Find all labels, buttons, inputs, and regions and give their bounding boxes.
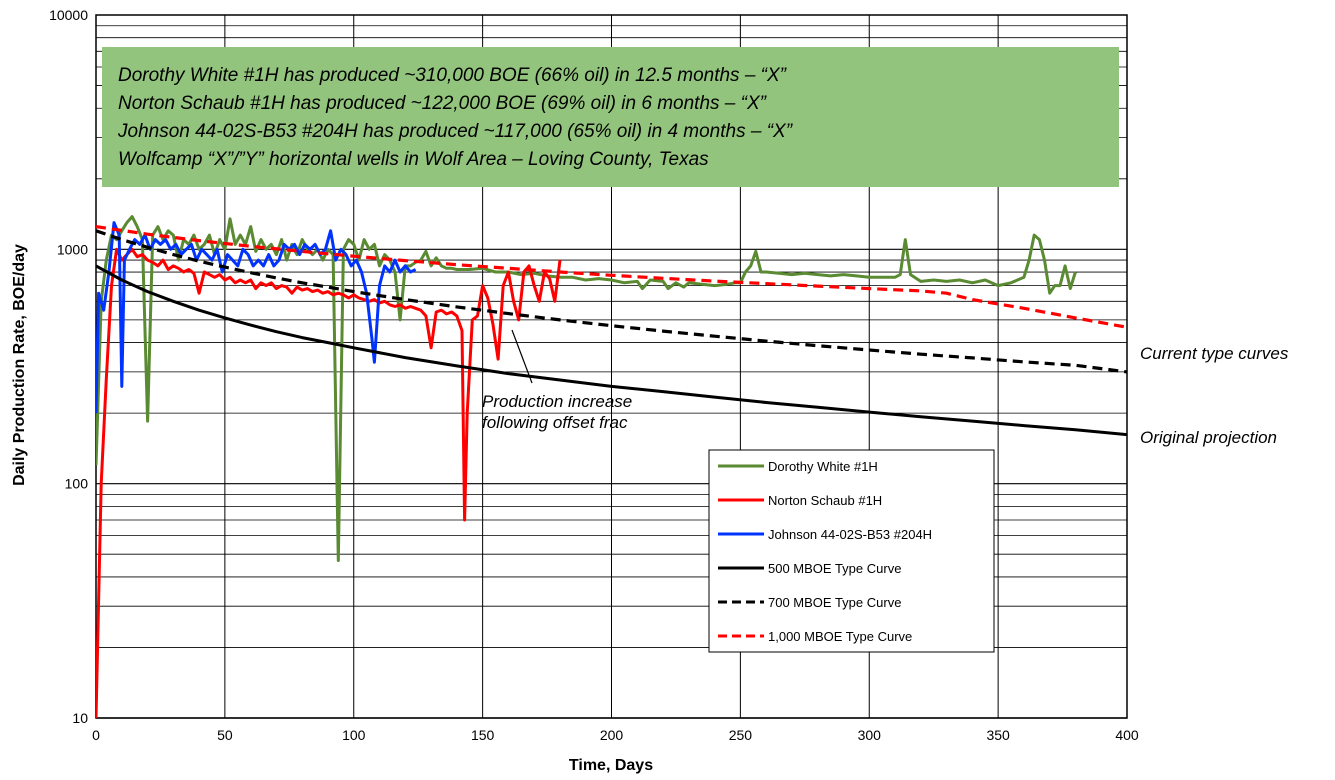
y-tick-label: 1000: [57, 241, 88, 257]
series-line-1-000-mboe-type-curve: [96, 225, 1127, 329]
x-tick-label: 150: [471, 727, 495, 743]
legend-box: [708, 449, 995, 653]
legend-label: Dorothy White #1H: [768, 459, 878, 474]
info-line-4: Wolfcamp “X”/”Y” horizontal wells in Wol…: [118, 149, 709, 170]
x-tick-label: 200: [600, 727, 624, 743]
x-tick-label: 0: [92, 727, 100, 743]
axis-ticks: 0 50 100 150 200 250 300 350 400 10 100 1000 10000: [49, 7, 1139, 743]
legend-label: 1,000 MBOE Type Curve: [768, 629, 912, 644]
annotation-offset-frac-line-2: following offset frac: [482, 413, 628, 432]
info-box: Dorothy White #1H has produced ~310,000 …: [102, 47, 1119, 187]
legend-label: 700 MBOE Type Curve: [768, 595, 901, 610]
y-tick-label: 10000: [49, 7, 88, 23]
x-tick-label: 350: [986, 727, 1010, 743]
series-line-norton-schaub-1h: [96, 247, 562, 718]
series-line-500-mboe-type-curve: [96, 264, 1127, 437]
annotation-original-projection: Original projection: [1140, 428, 1277, 447]
info-line-1: Dorothy White #1H has produced ~310,000 …: [118, 65, 788, 86]
info-box-background: [102, 47, 1119, 187]
annotation-pointer: [511, 329, 533, 384]
y-tick-label: 100: [65, 476, 89, 492]
legend: Dorothy White #1H Norton Schaub #1H Johnso…: [708, 449, 995, 653]
legend-label: 500 MBOE Type Curve: [768, 561, 901, 576]
x-tick-label: 300: [858, 727, 882, 743]
y-tick-label: 10: [72, 710, 88, 726]
x-tick-label: 50: [217, 727, 233, 743]
legend-label: Johnson 44-02S-B53 #204H: [768, 527, 932, 542]
annotation-offset-frac-line-1: Production increase: [482, 392, 632, 411]
x-tick-label: 100: [342, 727, 366, 743]
annotation-current-type-curves: Current type curves: [1140, 344, 1289, 363]
y-axis-title: Daily Production Rate, BOE/day: [11, 244, 28, 486]
series-lines: [96, 215, 1127, 718]
x-axis-title: Time, Days: [569, 757, 653, 774]
legend-label: Norton Schaub #1H: [768, 493, 882, 508]
info-line-2: Norton Schaub #1H has produced ~122,000 …: [118, 93, 768, 114]
x-tick-label: 400: [1115, 727, 1139, 743]
series-line-johnson-44-02s-b53-204h: [96, 221, 417, 414]
info-line-3: Johnson 44-02S-B53 #204H has produced ~1…: [117, 121, 794, 142]
x-tick-label: 250: [729, 727, 753, 743]
